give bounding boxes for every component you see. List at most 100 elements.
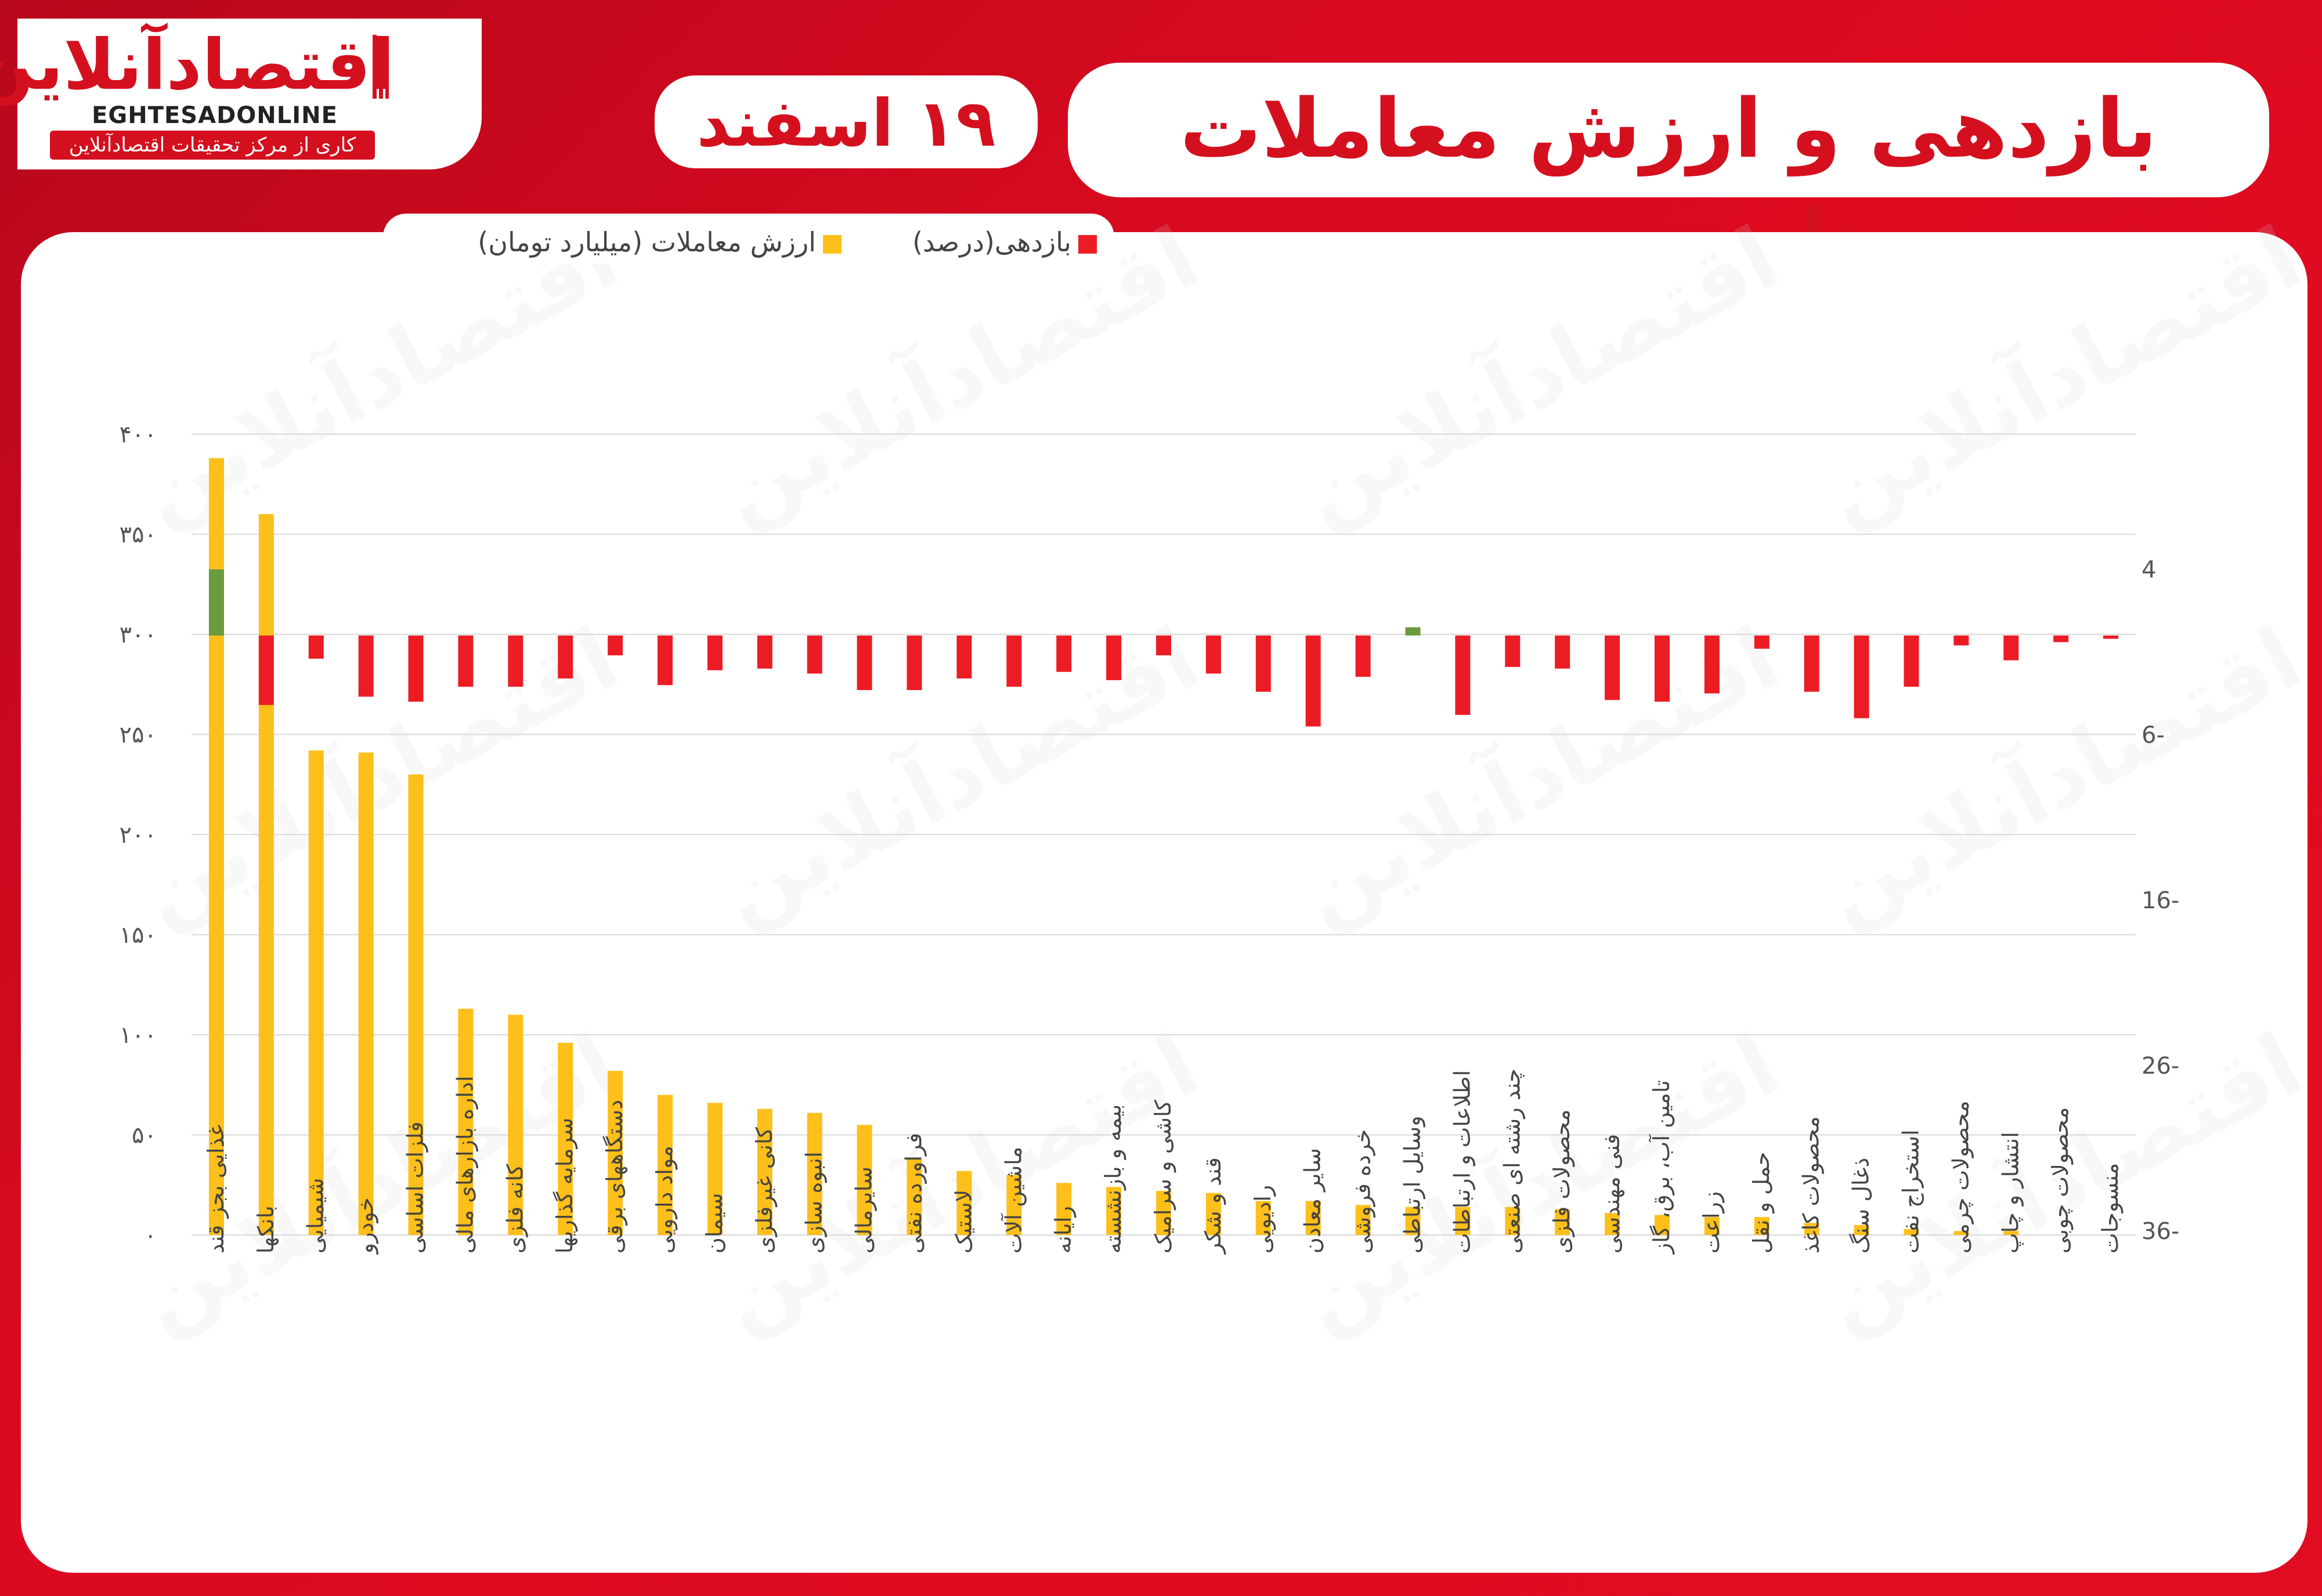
value-bar [608,1071,623,1235]
return-bar [907,635,922,691]
value-bar [907,1158,922,1235]
left-axis-tick-label: ۵۰ [132,1122,157,1149]
value-bar [1654,1215,1670,1235]
return-bar [1605,635,1620,700]
return-bar [1305,635,1321,727]
return-bar [2103,635,2119,639]
value-bar [857,1125,872,1235]
left-axis-tick-label: ۱۵۰ [120,922,157,949]
right-axis-tick-label: 26- [2142,1053,2179,1079]
category-label: وسایل ارتباطی [1399,1115,1425,1254]
return-bar [458,635,474,687]
category-label: رایانه [1050,1206,1076,1254]
left-axis-tick-label: ۲۰۰ [120,822,157,848]
category-label: چند رشته ای صنعتی [1499,1068,1525,1254]
right-axis-tick-label: 6- [2142,722,2165,749]
return-bar [2053,635,2069,642]
return-bar [1854,635,1869,718]
return-bar [956,635,972,679]
value-bar [1355,1205,1371,1235]
category-label: محصولات فلزی [1549,1110,1575,1254]
category-label: انبوه سازی [801,1151,828,1254]
right-axis-tick-label: 36- [2142,1218,2179,1245]
legend-return-label: بازدهی(درصد) [912,226,1071,258]
category-label: غذایی بجز قند [203,1125,229,1254]
legend-value-label: ارزش معاملات (میلیارد تومان) [478,226,816,258]
value-bar [1605,1213,1620,1235]
return-bar [408,635,424,702]
value-bar [1106,1187,1122,1235]
category-label: انتشار و چاپ [1998,1132,2024,1254]
category-label: بانکها [253,1205,279,1254]
legend-value: ارزش معاملات (میلیارد تومان) [478,226,842,258]
return-bar [1505,635,1521,667]
return-bar [558,635,573,679]
category-label: محصولات چوبی [2047,1107,2074,1254]
category-label: فنی مهندسی [1599,1134,1625,1254]
logo-latin-text: EGHTESADONLINE [92,102,338,129]
value-bar [358,752,374,1235]
return-bar [1704,635,1720,694]
date-pill [655,75,1038,168]
category-label: لاستیک [951,1190,976,1254]
category-label: مواد دارویی [652,1146,678,1254]
return-bar [1654,635,1670,702]
return-bar [658,635,673,685]
return-bar [707,635,723,670]
chart-legend: بازدهی(درصد) ارزش معاملات (میلیارد تومان… [383,214,1114,263]
legend-value-swatch [823,234,842,254]
category-label: فراورده نفتی [901,1133,927,1254]
left-axis-tick-label: ۴۰۰ [120,421,157,448]
legend-return: بازدهی(درصد) [912,226,1097,258]
category-label: استخراج نفت [1898,1129,1924,1254]
value-bar [458,1009,474,1235]
value-bar [1056,1183,1072,1235]
category-label: ذغال سنگ [1848,1158,1874,1254]
left-axis-tick-label: ۳۵۰ [120,522,157,548]
value-bar [1555,1209,1570,1235]
value-bar [807,1113,822,1235]
return-bar [2003,635,2019,660]
category-label: زراعت [1699,1191,1724,1254]
value-bar [2003,1231,2019,1235]
left-axis-tick-label: ۰ [145,1222,157,1249]
value-bar [408,774,424,1235]
return-bar [807,635,822,674]
category-label: حمل و نقل [1749,1152,1775,1254]
return-bar [1156,635,1171,656]
category-label: اداره بازارهای مالی [452,1076,478,1254]
legend-return-swatch [1078,234,1097,254]
category-label: قند و شکر [1200,1157,1226,1255]
return-bar [1904,635,1919,687]
value-bar [1953,1231,1969,1235]
value-bar [508,1014,523,1235]
value-bar [1704,1216,1720,1235]
value-bar [1006,1175,1022,1235]
left-axis-tick-label: ۱۰۰ [120,1022,157,1049]
value-bar [1904,1229,1919,1235]
return-bar [208,569,224,635]
value-bar [258,514,274,1235]
return-bar [1953,635,1969,646]
right-axis-tick-label: 4 [2142,557,2156,583]
return-bar [1106,635,1122,680]
left-axis-tick-label: ۲۵۰ [120,722,157,749]
category-label: کاشی و سرامیک [1150,1099,1176,1254]
value-bar [1405,1207,1421,1235]
return-bar [1355,635,1371,677]
value-bar [658,1095,673,1235]
category-label: محصولات چرمی [1948,1101,1974,1254]
return-bar [1255,635,1271,692]
return-bar [608,635,623,656]
value-bar [1156,1191,1171,1235]
category-label: محصولات کاغذ [1799,1117,1825,1254]
category-label: خودرو [353,1197,379,1255]
category-label: منسوجات [2097,1163,2124,1254]
value-bar [956,1171,972,1235]
logo-text: اقتصادآنلاین [0,25,396,106]
return-bar [1455,635,1471,715]
value-bar [1305,1201,1321,1235]
logo-bars-icon [373,35,389,99]
category-label: ماشین آلات [1000,1147,1027,1254]
